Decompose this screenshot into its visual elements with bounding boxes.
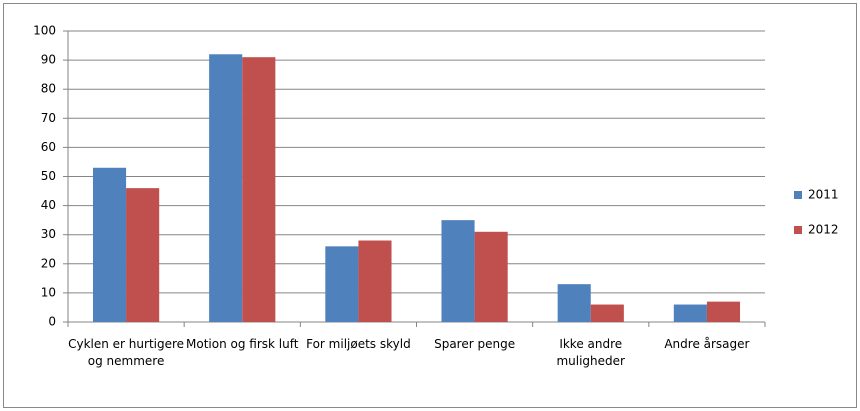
legend-swatch [794, 226, 802, 234]
y-tick-label: 50 [41, 169, 56, 183]
bar [441, 220, 475, 322]
bar [706, 301, 741, 322]
bar [325, 246, 359, 322]
x-tick-label: Cyklen er hurtigere og nemmere [68, 337, 185, 368]
bar [358, 240, 392, 322]
x-tick-label-box: For miljøets skyld [306, 337, 411, 351]
bar [242, 57, 276, 322]
bar [590, 304, 624, 322]
bar [673, 304, 707, 322]
x-tick-label-box: Cyklen er hurtigere og nemmere [68, 337, 185, 368]
y-tick-label: 90 [41, 53, 56, 67]
y-tick-label: 100 [33, 24, 56, 38]
x-tick-label-box: Andre årsager [664, 337, 750, 351]
bar [92, 167, 127, 322]
x-tick-label: Motion og firsk luft [186, 337, 299, 351]
legend-label: 2012 [808, 223, 839, 237]
x-tick-label: Andre årsager [664, 337, 750, 351]
bar [557, 284, 591, 322]
bar [474, 231, 508, 322]
legend-swatch [794, 191, 802, 199]
bar [126, 188, 160, 322]
y-tick-label: 20 [41, 256, 56, 270]
x-tick-label-box: Motion og firsk luft [186, 337, 299, 351]
x-tick-label: Sparer penge [434, 337, 516, 351]
legend-label: 2011 [808, 188, 839, 202]
y-tick-label: 10 [41, 285, 56, 299]
y-tick-label: 30 [41, 227, 56, 241]
y-tick-label: 0 [48, 315, 56, 329]
y-tick-label: 40 [41, 198, 56, 212]
bar [209, 54, 243, 322]
y-tick-label: 60 [41, 140, 56, 154]
x-tick-label-box: Sparer penge [434, 337, 516, 351]
y-tick-label: 70 [41, 111, 56, 125]
x-tick-label: Ikke andre muligheder [556, 337, 625, 368]
x-tick-label-box: Ikke andre muligheder [556, 337, 625, 368]
x-tick-label: For miljøets skyld [306, 337, 411, 351]
y-tick-label: 80 [41, 82, 56, 96]
